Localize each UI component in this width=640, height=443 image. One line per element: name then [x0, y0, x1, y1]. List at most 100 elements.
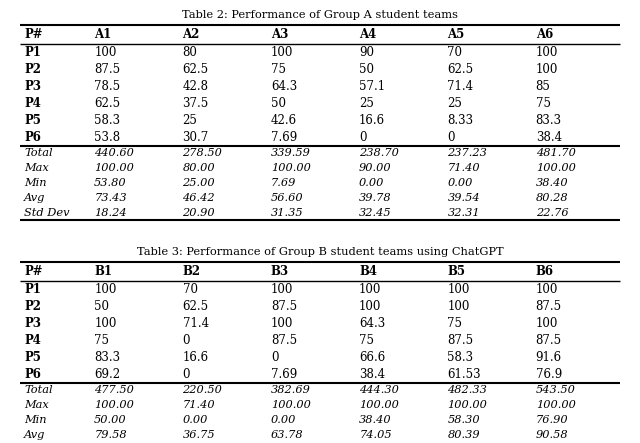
- Text: P1: P1: [24, 46, 41, 59]
- Text: 64.3: 64.3: [271, 80, 297, 93]
- Text: 477.50: 477.50: [94, 385, 134, 396]
- Text: 39.78: 39.78: [359, 193, 392, 203]
- Text: 56.60: 56.60: [271, 193, 303, 203]
- Text: 75: 75: [536, 97, 550, 110]
- Text: 42.8: 42.8: [182, 80, 209, 93]
- Text: P3: P3: [24, 317, 41, 330]
- Text: Min: Min: [24, 178, 47, 188]
- Text: 76.9: 76.9: [536, 368, 562, 381]
- Text: 440.60: 440.60: [94, 148, 134, 159]
- Text: 58.3: 58.3: [447, 351, 474, 364]
- Text: 91.6: 91.6: [536, 351, 562, 364]
- Text: 100: 100: [271, 317, 293, 330]
- Text: 30.7: 30.7: [182, 131, 209, 144]
- Text: 444.30: 444.30: [359, 385, 399, 396]
- Text: 50: 50: [94, 300, 109, 313]
- Text: 71.40: 71.40: [182, 400, 215, 410]
- Text: P6: P6: [24, 368, 41, 381]
- Text: Avg: Avg: [24, 430, 45, 440]
- Text: P2: P2: [24, 300, 41, 313]
- Text: 75: 75: [447, 317, 463, 330]
- Text: 78.5: 78.5: [94, 80, 120, 93]
- Text: 62.5: 62.5: [182, 63, 209, 76]
- Text: 63.78: 63.78: [271, 430, 303, 440]
- Text: B4: B4: [359, 265, 377, 278]
- Text: 22.76: 22.76: [536, 208, 568, 218]
- Text: 25: 25: [447, 97, 462, 110]
- Text: A6: A6: [536, 28, 553, 41]
- Text: B1: B1: [94, 265, 112, 278]
- Text: 87.5: 87.5: [271, 300, 297, 313]
- Text: Avg: Avg: [24, 193, 45, 203]
- Text: 87.5: 87.5: [536, 334, 562, 347]
- Text: 38.40: 38.40: [536, 178, 568, 188]
- Text: 38.4: 38.4: [359, 368, 385, 381]
- Text: 74.05: 74.05: [359, 430, 392, 440]
- Text: Std Dev: Std Dev: [24, 208, 70, 218]
- Text: Min: Min: [24, 415, 47, 425]
- Text: 66.6: 66.6: [359, 351, 385, 364]
- Text: 70: 70: [447, 46, 463, 59]
- Text: 58.3: 58.3: [94, 114, 120, 127]
- Text: A2: A2: [182, 28, 200, 41]
- Text: 100: 100: [536, 63, 558, 76]
- Text: 62.5: 62.5: [447, 63, 474, 76]
- Text: 100: 100: [359, 283, 381, 296]
- Text: Total: Total: [24, 148, 52, 159]
- Text: 71.40: 71.40: [447, 163, 480, 173]
- Text: 36.75: 36.75: [182, 430, 215, 440]
- Text: 100: 100: [536, 317, 558, 330]
- Text: 0.00: 0.00: [359, 178, 385, 188]
- Text: 53.80: 53.80: [94, 178, 127, 188]
- Text: P4: P4: [24, 334, 41, 347]
- Text: 18.24: 18.24: [94, 208, 127, 218]
- Text: P2: P2: [24, 63, 41, 76]
- Text: 57.1: 57.1: [359, 80, 385, 93]
- Text: 87.5: 87.5: [94, 63, 120, 76]
- Text: 71.4: 71.4: [447, 80, 474, 93]
- Text: 70: 70: [182, 283, 198, 296]
- Text: 32.45: 32.45: [359, 208, 392, 218]
- Text: P4: P4: [24, 97, 41, 110]
- Text: 53.8: 53.8: [94, 131, 120, 144]
- Text: 73.43: 73.43: [94, 193, 127, 203]
- Text: B6: B6: [536, 265, 554, 278]
- Text: 83.3: 83.3: [94, 351, 120, 364]
- Text: 87.5: 87.5: [271, 334, 297, 347]
- Text: 7.69: 7.69: [271, 131, 297, 144]
- Text: 83.3: 83.3: [536, 114, 562, 127]
- Text: 80: 80: [182, 46, 197, 59]
- Text: 16.6: 16.6: [182, 351, 209, 364]
- Text: 31.35: 31.35: [271, 208, 303, 218]
- Text: 87.5: 87.5: [447, 334, 474, 347]
- Text: 80.28: 80.28: [536, 193, 568, 203]
- Text: 62.5: 62.5: [94, 97, 120, 110]
- Text: 50.00: 50.00: [94, 415, 127, 425]
- Text: 37.5: 37.5: [182, 97, 209, 110]
- Text: 20.90: 20.90: [182, 208, 215, 218]
- Text: P1: P1: [24, 283, 41, 296]
- Text: 100.00: 100.00: [447, 400, 487, 410]
- Text: 100.00: 100.00: [271, 163, 310, 173]
- Text: 7.69: 7.69: [271, 178, 296, 188]
- Text: 0: 0: [271, 351, 278, 364]
- Text: 50: 50: [359, 63, 374, 76]
- Text: 543.50: 543.50: [536, 385, 575, 396]
- Text: 42.6: 42.6: [271, 114, 297, 127]
- Text: A3: A3: [271, 28, 288, 41]
- Text: 100: 100: [94, 46, 116, 59]
- Text: 100: 100: [447, 283, 470, 296]
- Text: 100: 100: [94, 317, 116, 330]
- Text: 25: 25: [359, 97, 374, 110]
- Text: P6: P6: [24, 131, 41, 144]
- Text: 0.00: 0.00: [182, 415, 208, 425]
- Text: 100: 100: [536, 283, 558, 296]
- Text: 238.70: 238.70: [359, 148, 399, 159]
- Text: 0: 0: [447, 131, 455, 144]
- Text: 0: 0: [359, 131, 367, 144]
- Text: 0: 0: [182, 334, 190, 347]
- Text: 25.00: 25.00: [182, 178, 215, 188]
- Text: 100: 100: [271, 46, 293, 59]
- Text: Table 3: Performance of Group B student teams using ChatGPT: Table 3: Performance of Group B student …: [137, 247, 503, 257]
- Text: 237.23: 237.23: [447, 148, 487, 159]
